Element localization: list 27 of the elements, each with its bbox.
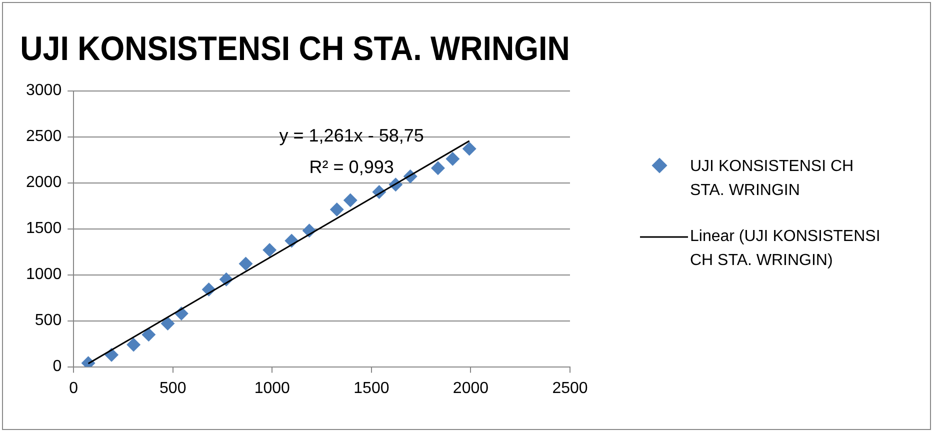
- point: [262, 242, 277, 257]
- x-tick-label: 2000: [452, 380, 489, 397]
- y-tick-label: 3000: [26, 82, 62, 100]
- x-tick-label: 0: [69, 380, 78, 397]
- point: [446, 152, 460, 166]
- y-tick-label: 2000: [26, 174, 62, 192]
- x-tick-label: 500: [160, 380, 186, 397]
- y-tick-label: 2500: [26, 128, 62, 146]
- point: [343, 193, 358, 208]
- annotation: R² = 0,993: [309, 157, 394, 178]
- x-tick-label: 1000: [254, 380, 290, 397]
- x-tick-label: 2500: [552, 380, 588, 397]
- chart-title: UJI KONSISTENSI CH STA. WRINGIN: [20, 28, 570, 68]
- y-tick-label: 1000: [26, 266, 62, 284]
- y-tick-label: 1500: [26, 220, 62, 238]
- legend-label: UJI KONSISTENSI CH STA. WRINGIN: [690, 157, 855, 201]
- point: [330, 202, 344, 216]
- point: [462, 142, 476, 156]
- point: [430, 161, 445, 176]
- point: [160, 316, 175, 331]
- legend-label: Linear (UJI KONSISTENSI CH STA. WRINGIN): [690, 227, 882, 271]
- point: [142, 328, 156, 342]
- x-tick-label: 1500: [354, 380, 390, 397]
- point: [126, 338, 141, 352]
- y-tick-label: 0: [52, 358, 62, 376]
- point: [238, 256, 253, 271]
- y-tick-label: 500: [34, 312, 62, 330]
